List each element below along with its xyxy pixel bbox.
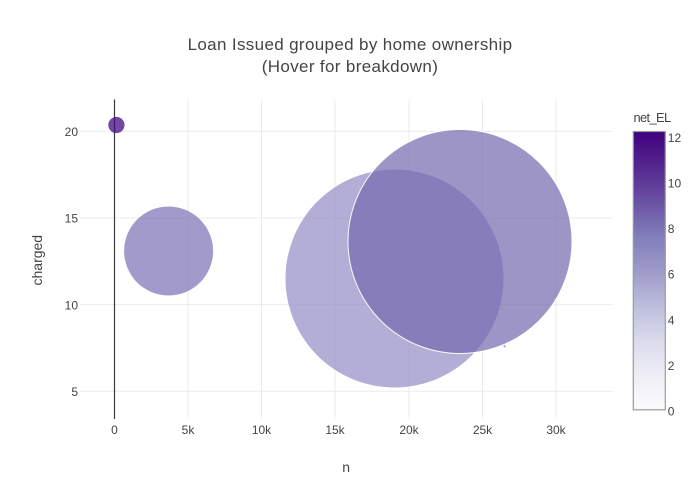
svg-text:n: n: [342, 459, 350, 475]
svg-text:30k: 30k: [546, 423, 566, 437]
svg-text:10: 10: [65, 298, 79, 312]
svg-text:5: 5: [71, 385, 78, 399]
svg-text:2: 2: [668, 359, 675, 373]
svg-text:0: 0: [668, 404, 675, 418]
svg-text:charged: charged: [29, 235, 45, 286]
svg-text:4: 4: [668, 313, 675, 327]
svg-text:Loan Issued grouped by home ow: Loan Issued grouped by home ownership: [188, 35, 513, 54]
svg-text:20: 20: [65, 125, 79, 139]
svg-text:25k: 25k: [473, 423, 493, 437]
svg-text:(Hover for breakdown): (Hover for breakdown): [262, 57, 438, 76]
svg-text:6: 6: [668, 268, 675, 282]
svg-text:8: 8: [668, 222, 675, 236]
svg-text:15: 15: [65, 212, 79, 226]
svg-text:15k: 15k: [325, 423, 345, 437]
svg-text:5k: 5k: [182, 423, 196, 437]
svg-text:12: 12: [668, 131, 682, 145]
svg-text:10: 10: [668, 177, 682, 191]
svg-text:20k: 20k: [399, 423, 419, 437]
svg-text:net_EL: net_EL: [634, 110, 671, 125]
svg-text:10k: 10k: [252, 423, 272, 437]
svg-text:0: 0: [111, 423, 118, 437]
